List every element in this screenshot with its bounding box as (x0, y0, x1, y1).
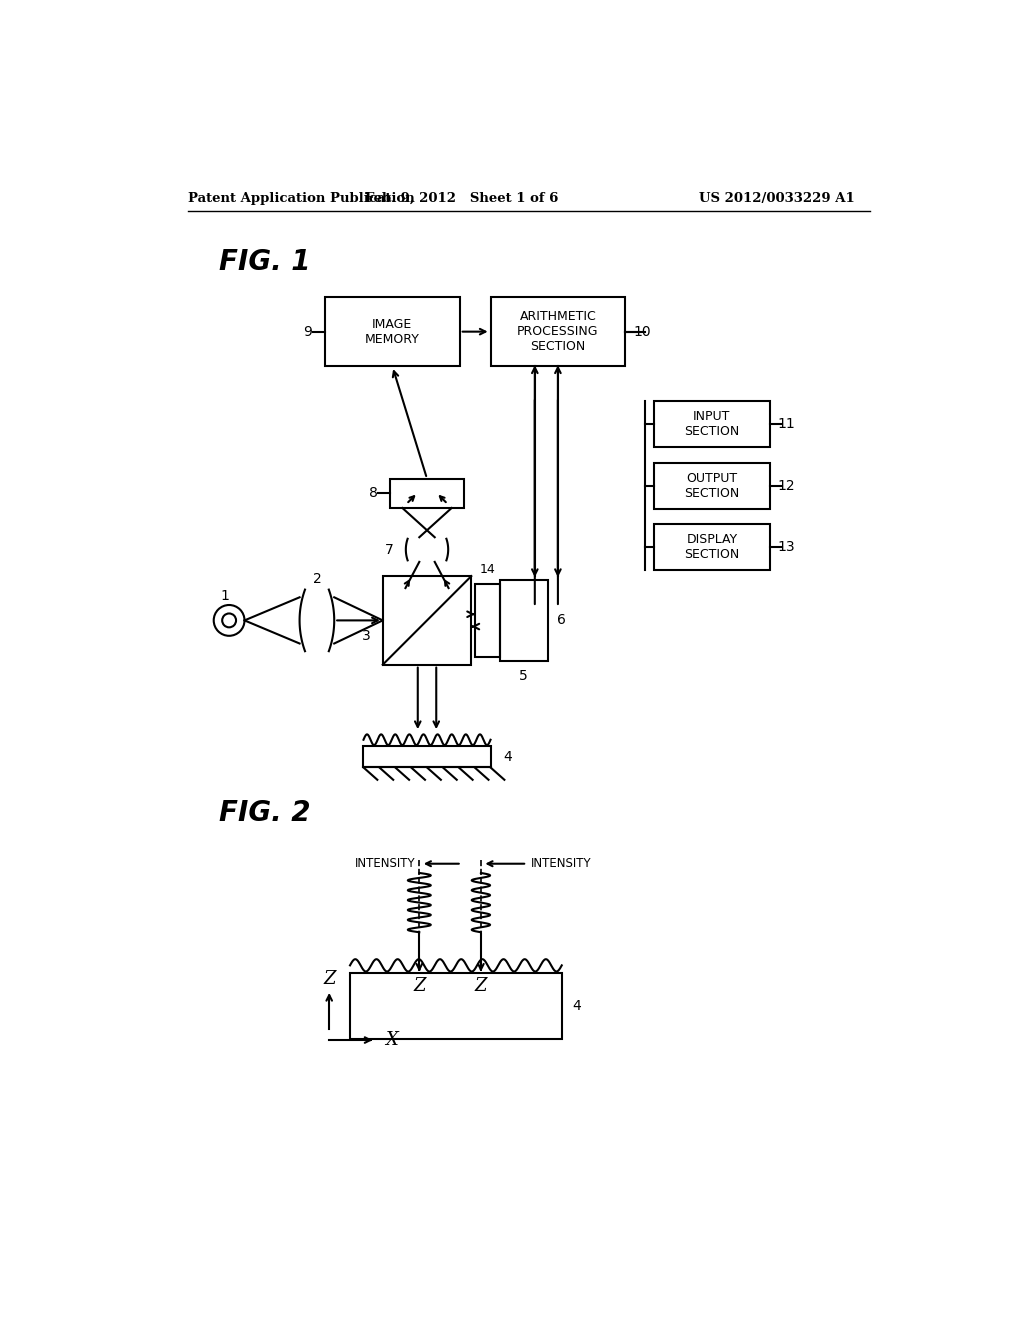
Text: 7: 7 (385, 543, 393, 557)
Text: ARITHMETIC
PROCESSING
SECTION: ARITHMETIC PROCESSING SECTION (517, 310, 599, 354)
Text: FIG. 1: FIG. 1 (219, 248, 310, 276)
Text: 14: 14 (479, 564, 496, 577)
Text: IMAGE
MEMORY: IMAGE MEMORY (365, 318, 420, 346)
Bar (350, 973, 562, 1039)
Bar (325, 297, 460, 367)
Text: 1: 1 (221, 589, 229, 603)
Text: 3: 3 (362, 628, 371, 643)
Text: 13: 13 (778, 540, 796, 554)
Text: INPUT
SECTION: INPUT SECTION (684, 411, 739, 438)
Text: Feb. 9, 2012   Sheet 1 of 6: Feb. 9, 2012 Sheet 1 of 6 (365, 191, 558, 205)
Bar (475, 583, 500, 657)
Bar (654, 462, 770, 508)
Text: 5: 5 (519, 669, 528, 684)
Bar (500, 579, 548, 661)
Text: 12: 12 (778, 479, 796, 492)
Text: INTENSITY: INTENSITY (531, 857, 592, 870)
Bar (654, 401, 770, 447)
Text: Z: Z (475, 977, 487, 995)
Text: 2: 2 (312, 572, 322, 586)
Text: FIG. 2: FIG. 2 (219, 799, 310, 826)
Text: OUTPUT
SECTION: OUTPUT SECTION (684, 471, 739, 500)
Text: Z: Z (323, 970, 336, 989)
Bar (364, 746, 490, 767)
Text: 11: 11 (777, 417, 796, 432)
Text: DISPLAY
SECTION: DISPLAY SECTION (684, 533, 739, 561)
Text: INTENSITY: INTENSITY (355, 857, 416, 870)
Text: US 2012/0033229 A1: US 2012/0033229 A1 (698, 191, 854, 205)
Text: 9: 9 (303, 325, 312, 339)
Bar (654, 524, 770, 570)
Text: 4: 4 (503, 750, 512, 764)
Bar (383, 576, 471, 665)
Text: 8: 8 (369, 486, 378, 500)
Text: 6: 6 (557, 614, 565, 627)
Text: 4: 4 (572, 999, 582, 1012)
Text: X: X (385, 1031, 397, 1049)
Bar (390, 479, 464, 508)
Text: Patent Application Publication: Patent Application Publication (188, 191, 415, 205)
Text: 10: 10 (634, 325, 651, 339)
Bar (490, 297, 626, 367)
Text: Z: Z (413, 977, 426, 995)
